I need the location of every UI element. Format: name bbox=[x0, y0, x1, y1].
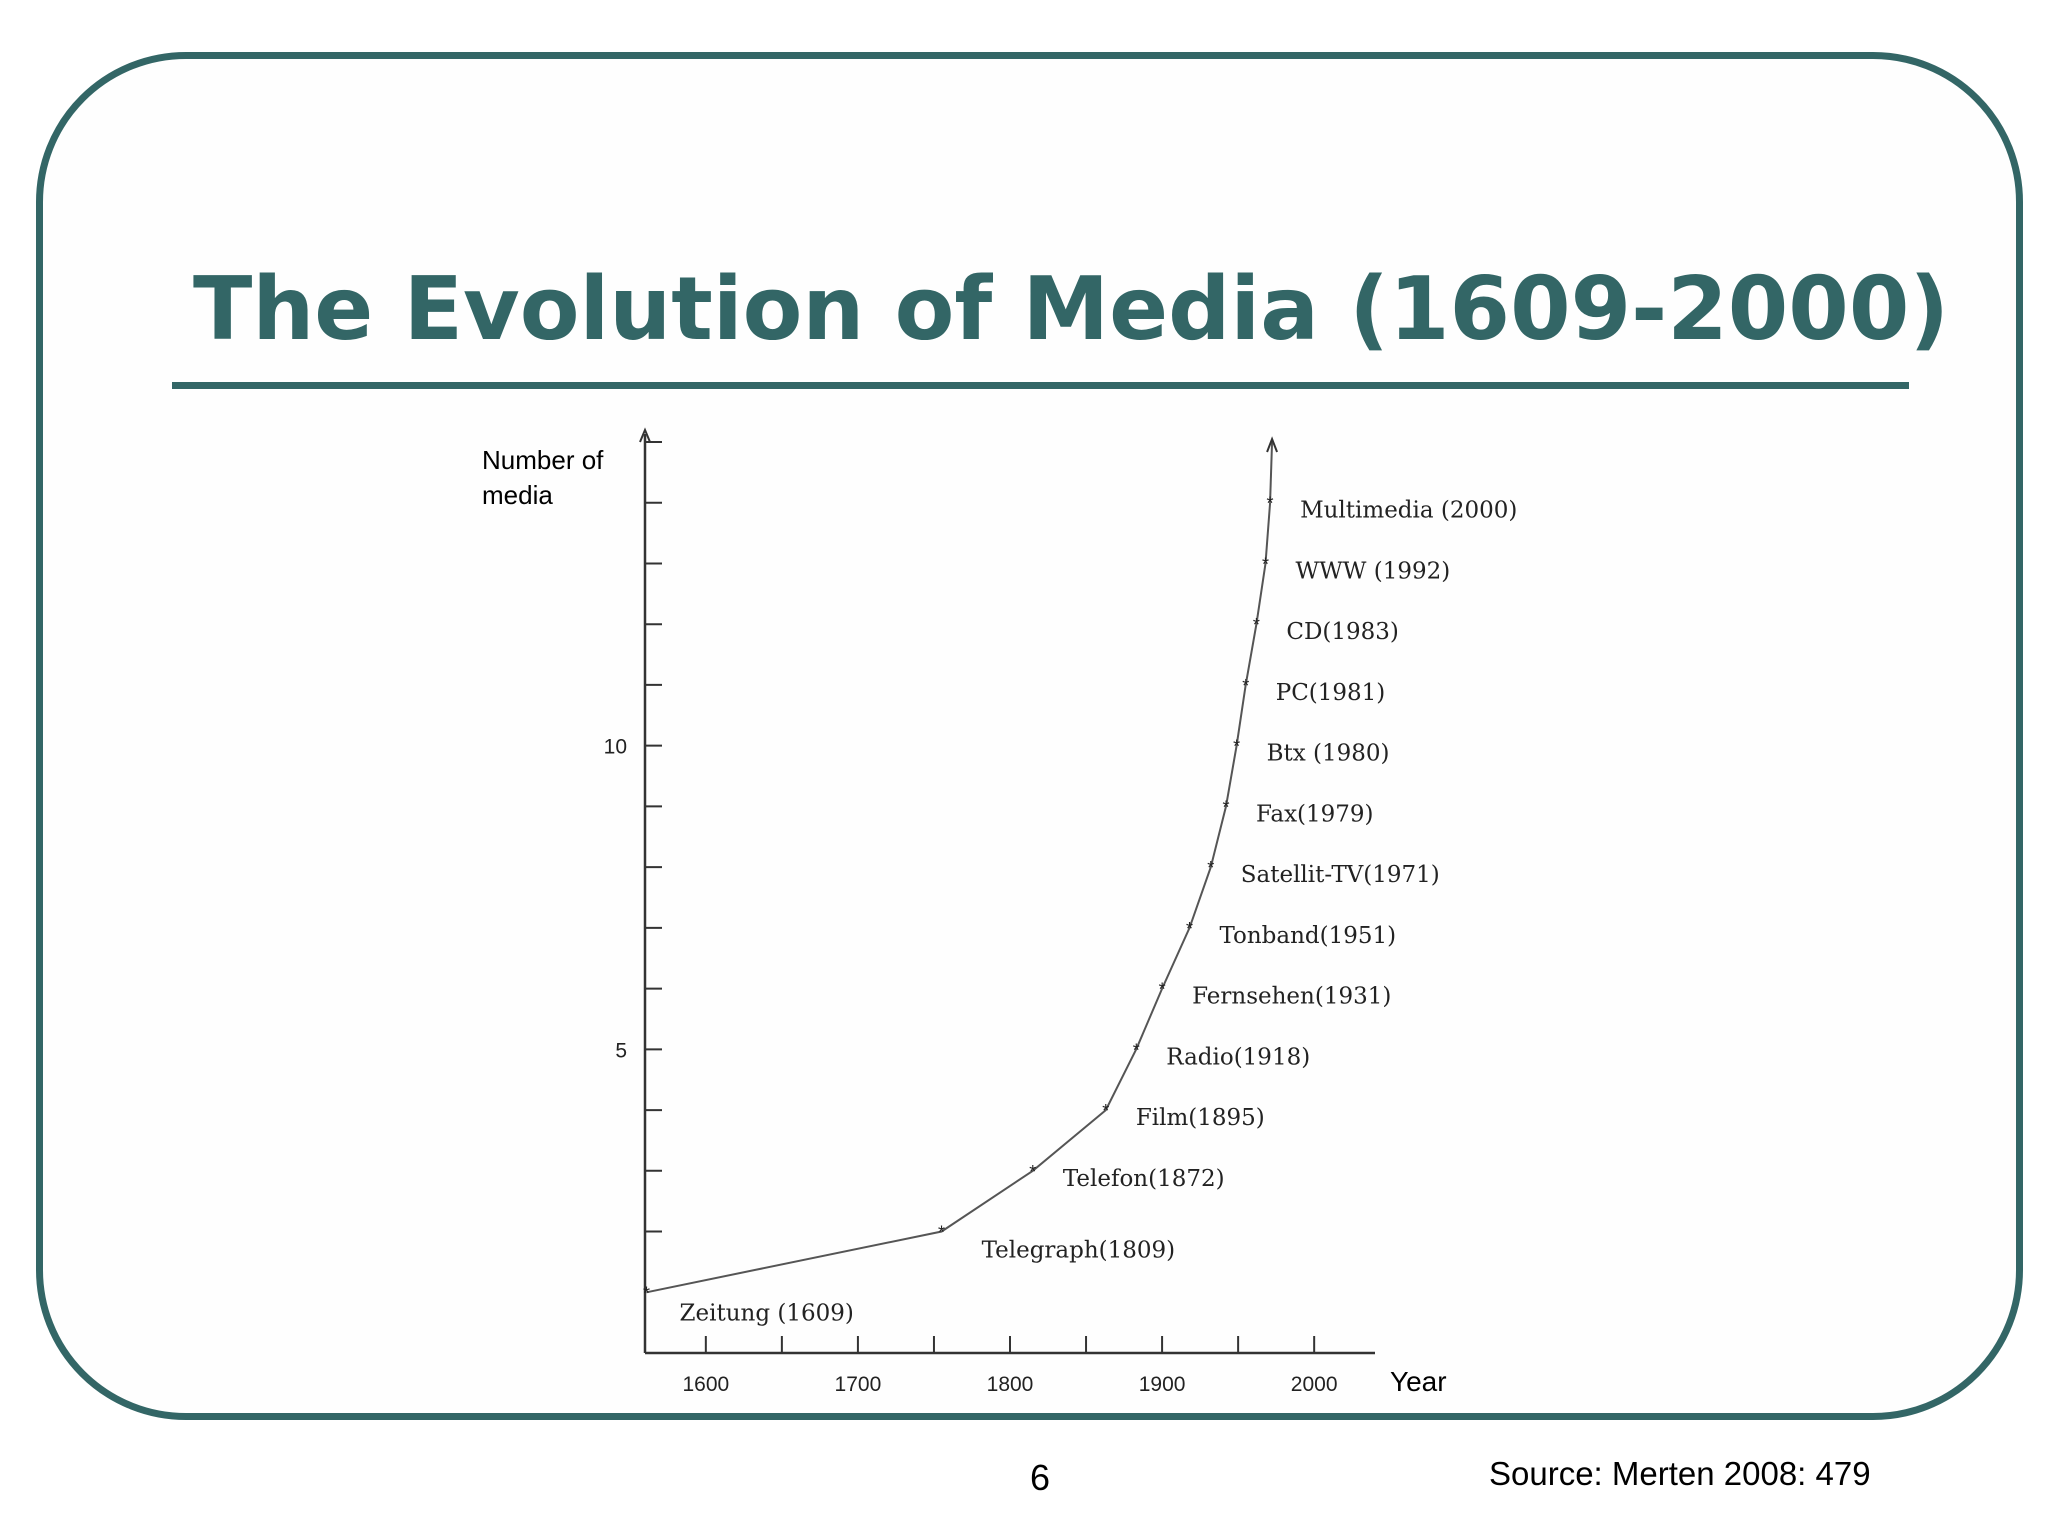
series-line bbox=[646, 502, 1272, 1294]
data-label: Radio(1918) bbox=[1166, 1044, 1310, 1070]
data-point-marker: * bbox=[1267, 494, 1274, 514]
axis-ticks bbox=[645, 441, 1316, 1353]
data-label: Zeitung (1609) bbox=[680, 1300, 854, 1326]
data-point-marker: * bbox=[1233, 737, 1240, 757]
series-arrow bbox=[1266, 436, 1278, 453]
data-label: Multimedia (2000) bbox=[1300, 498, 1517, 524]
x-tick-label-1700: 1700 bbox=[835, 1373, 882, 1396]
axis-labels: 5 10 1600 1700 1800 1900 2000 Zeitung (1609) Tel… bbox=[482, 445, 1517, 1397]
data-point-marker: * bbox=[1159, 980, 1166, 1000]
data-label: WWW (1992) bbox=[1296, 558, 1451, 584]
y-tick-label-5: 5 bbox=[615, 1039, 627, 1062]
x-tick-label-1900: 1900 bbox=[1139, 1373, 1186, 1396]
data-label: Telefon(1872) bbox=[1063, 1166, 1225, 1192]
x-tick-label-1600: 1600 bbox=[682, 1373, 729, 1396]
y-tick-label-10: 10 bbox=[604, 736, 627, 759]
data-label: CD(1983) bbox=[1286, 619, 1399, 645]
x-tick-label-1800: 1800 bbox=[987, 1373, 1034, 1396]
data-point-marker: * bbox=[1186, 919, 1193, 939]
data-point-marker: * bbox=[1222, 797, 1229, 817]
y-axis-arrow bbox=[639, 427, 651, 443]
x-tick-label-2000: 2000 bbox=[1291, 1373, 1338, 1396]
title-underline bbox=[172, 382, 1909, 389]
slide-frame bbox=[36, 52, 2023, 1420]
data-label: Film(1895) bbox=[1136, 1105, 1265, 1131]
x-axis-title: Year bbox=[1390, 1366, 1447, 1397]
data-point-marker: * bbox=[1102, 1101, 1109, 1121]
series-line-extension bbox=[1269, 441, 1274, 503]
page-number: 6 bbox=[1030, 1457, 1051, 1498]
data-label: PC(1981) bbox=[1276, 680, 1386, 706]
data-label: Tonband(1951) bbox=[1219, 923, 1396, 949]
y-axis-title-line-2: media bbox=[482, 480, 553, 510]
data-points: * * * * * * * * * * * * * * bbox=[643, 494, 1274, 1304]
data-point-marker: * bbox=[1262, 554, 1269, 574]
series-line-group bbox=[646, 436, 1278, 1294]
data-label: Btx (1980) bbox=[1267, 741, 1390, 767]
data-point-marker: * bbox=[1029, 1162, 1036, 1182]
data-label: Satellit-TV(1971) bbox=[1241, 862, 1440, 888]
data-point-marker: * bbox=[1242, 676, 1249, 696]
data-point-marker: * bbox=[643, 1283, 650, 1303]
data-label: Fernsehen(1931) bbox=[1192, 984, 1391, 1010]
data-point-marker: * bbox=[1207, 858, 1214, 878]
data-point-marker: * bbox=[938, 1223, 945, 1243]
source-citation: Source: Merten 2008: 479 bbox=[1489, 1455, 1871, 1492]
data-point-marker: * bbox=[1253, 615, 1260, 635]
data-label: Fax(1979) bbox=[1256, 801, 1374, 827]
slide-title: The Evolution of Media (1609-2000) bbox=[193, 258, 1950, 360]
data-point-marker: * bbox=[1133, 1040, 1140, 1060]
data-label: Telegraph(1809) bbox=[982, 1238, 1176, 1264]
y-axis-title-line-1: Number of bbox=[482, 445, 604, 475]
